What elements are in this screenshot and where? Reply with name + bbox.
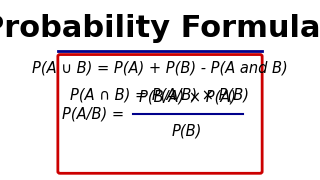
Text: P(A ∪ B) = P(A) + P(B) - P(A and B): P(A ∪ B) = P(A) + P(B) - P(A and B) [32, 61, 288, 76]
Text: P(A/B) =: P(A/B) = [62, 106, 129, 122]
Text: Probability Formulas: Probability Formulas [0, 14, 320, 43]
Text: P(B/A) × P(A): P(B/A) × P(A) [139, 89, 236, 104]
FancyBboxPatch shape [58, 55, 262, 173]
Text: P(B): P(B) [172, 124, 202, 139]
Text: P(A ∩ B) = P(A/B) × P(B): P(A ∩ B) = P(A/B) × P(B) [70, 87, 250, 102]
